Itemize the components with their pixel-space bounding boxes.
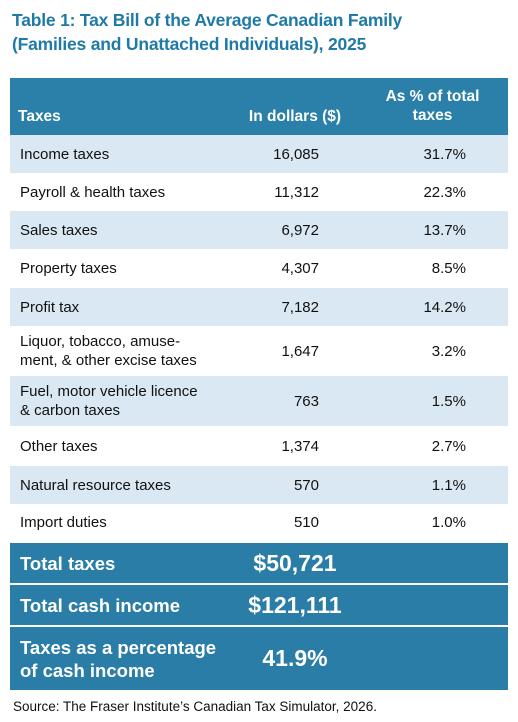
text-line: As % of total — [385, 88, 480, 105]
total-value: $50,721 — [253, 549, 337, 576]
text-line: (Families and Unattached Individuals), 2… — [12, 34, 367, 54]
tax-name: Property taxes — [20, 260, 117, 277]
tax-dollars: 7,182 — [281, 298, 319, 316]
text-line: Fuel, motor vehicle licence — [20, 383, 198, 400]
total-value: $121,111 — [248, 591, 342, 618]
text-line: Table 1: Tax Bill of the Average Canadia… — [12, 10, 403, 30]
tax-name: Fuel, motor vehicle licence & carbon taxe… — [20, 376, 240, 426]
tax-dollars: 11,312 — [274, 183, 319, 201]
total-label: Total taxes — [20, 552, 116, 574]
total-label: Taxes as a percentage of cash income — [20, 627, 250, 690]
row-bg — [10, 249, 508, 288]
header-cell: In dollars ($) — [248, 107, 342, 125]
tax-percent: 31.7% — [423, 145, 466, 163]
text-line: & carbon taxes — [20, 402, 121, 419]
row-bg — [10, 211, 508, 249]
text-line: of cash income — [20, 659, 155, 681]
tax-name: Natural resource taxes — [20, 476, 171, 494]
row-bg — [10, 173, 508, 211]
tax-name: Liquor, tobacco, amuse-ment, & other exc… — [20, 326, 240, 376]
text-line: Liquor, tobacco, amuse- — [20, 333, 181, 350]
tax-percent: 1.5% — [431, 392, 466, 410]
tax-dollars: 16,085 — [273, 145, 319, 163]
source: Source: The Fraser Institute’s Canadian … — [13, 699, 377, 714]
tax-dollars: 1,647 — [281, 342, 319, 360]
tax-percent: 1.1% — [431, 476, 466, 494]
tax-dollars: 570 — [293, 476, 319, 494]
row-bg — [10, 426, 508, 466]
total-bg — [10, 627, 508, 690]
tax-name: Income taxes — [20, 145, 110, 163]
tax-dollars: 763 — [293, 392, 319, 410]
tax-name: Import duties — [20, 514, 107, 531]
tax-dollars: 1,374 — [281, 437, 319, 455]
tax-percent: 1.0% — [431, 514, 466, 531]
tax-dollars: 4,307 — [281, 260, 319, 277]
tax-dollars: 6,972 — [281, 221, 319, 239]
tax-name: Sales taxes — [20, 221, 98, 239]
row-bg — [10, 326, 508, 376]
header-bg — [10, 78, 508, 135]
total-label: Total cash income — [20, 594, 181, 616]
text-line: Taxes as a percentage — [20, 636, 217, 658]
row-bg — [10, 504, 508, 541]
tax-percent: 3.2% — [431, 342, 466, 360]
tax-dollars: 510 — [293, 514, 319, 531]
tax-percent: 2.7% — [431, 437, 466, 455]
row-bg — [10, 135, 508, 173]
tax-name: Other taxes — [20, 437, 98, 455]
tax-name: Profit tax — [20, 298, 80, 316]
row-bg — [10, 288, 508, 326]
tax-percent: 8.5% — [431, 260, 466, 277]
tax-percent: 13.7% — [423, 221, 466, 239]
text-line: ment, & other excise taxes — [20, 352, 197, 369]
row-bg — [10, 466, 508, 504]
tax-name: Payroll & health taxes — [20, 183, 166, 201]
total-bg — [10, 543, 508, 583]
row-bg — [10, 376, 508, 426]
text-line: taxes — [412, 107, 453, 124]
header-cell: Taxes — [18, 107, 61, 125]
header-cell: As % of total taxes — [370, 82, 495, 130]
total-bg — [10, 585, 508, 625]
title: Table 1: Tax Bill of the Average Canadia… — [12, 8, 402, 56]
total-value: 41.9% — [262, 645, 328, 671]
tax-percent: 22.3% — [423, 183, 466, 201]
tax-percent: 14.2% — [423, 298, 466, 316]
